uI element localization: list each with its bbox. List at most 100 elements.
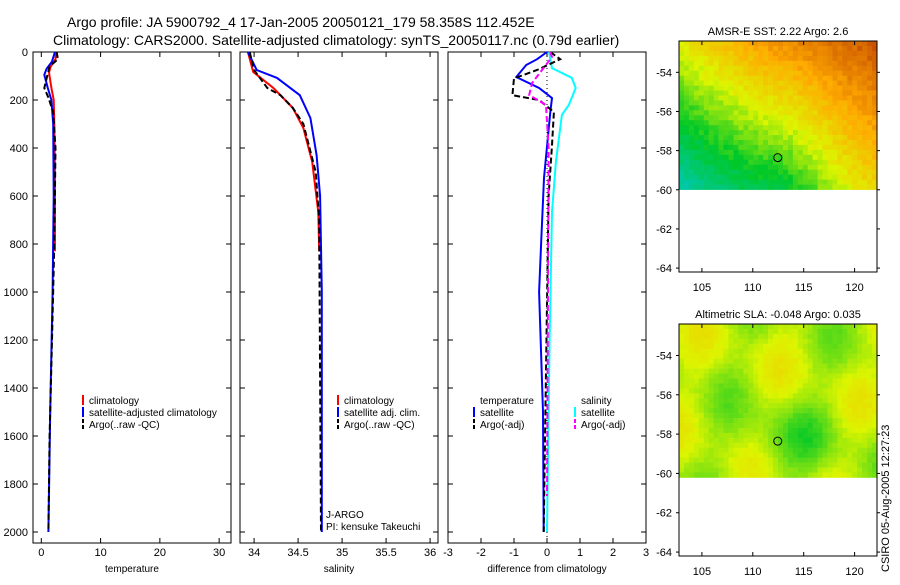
- heatmap-cell: [693, 90, 700, 96]
- x-tick-label: 105: [693, 566, 711, 578]
- heatmap-cell: [773, 159, 779, 166]
- heatmap-cell: [708, 413, 714, 419]
- heatmap-cell: [733, 338, 739, 345]
- heatmap-cell: [684, 130, 690, 136]
- heatmap-cell: [768, 144, 774, 151]
- heatmap-cell: [867, 149, 873, 156]
- heatmap-cell: [827, 120, 833, 126]
- heatmap-cell: [802, 105, 809, 111]
- heatmap-cell: [708, 125, 714, 131]
- heatmap-cell: [783, 115, 789, 121]
- heatmap-cell: [832, 383, 838, 389]
- heatmap-cell: [713, 427, 719, 434]
- heatmap-cell: [817, 110, 823, 116]
- heatmap-cell: [852, 462, 858, 468]
- heatmap-cell: [728, 154, 734, 161]
- heatmap-cell: [688, 413, 695, 419]
- heatmap-cell: [768, 447, 774, 454]
- heatmap-cell: [713, 408, 719, 414]
- heatmap-cell: [713, 120, 719, 126]
- heatmap-cell: [783, 408, 789, 414]
- heatmap-cell: [758, 85, 764, 91]
- heatmap-cell: [832, 388, 838, 394]
- x-tick-label: 0: [38, 547, 44, 559]
- heatmap-cell: [778, 50, 784, 57]
- heatmap-cell: [748, 169, 754, 175]
- heatmap-cell: [827, 100, 833, 106]
- heatmap-cell: [773, 120, 779, 126]
- heatmap-cell: [832, 149, 838, 156]
- heatmap-cell: [748, 130, 754, 136]
- heatmap-cell: [748, 472, 754, 478]
- heatmap-cell: [842, 338, 848, 345]
- heatmap-cell: [713, 353, 719, 359]
- heatmap-cell: [723, 90, 729, 96]
- heatmap-cell: [817, 179, 823, 185]
- heatmap-cell: [802, 388, 809, 394]
- heatmap-cell: [753, 169, 759, 175]
- heatmap-cell: [723, 149, 729, 156]
- heatmap-cell: [783, 413, 789, 419]
- heatmap-cell: [842, 105, 848, 111]
- heatmap-cell: [738, 368, 744, 374]
- heatmap-cell: [852, 373, 858, 379]
- heatmap-cell: [763, 467, 769, 473]
- heatmap-cell: [748, 105, 754, 111]
- heatmap-cell: [832, 358, 838, 364]
- heatmap-cell: [847, 403, 853, 409]
- heatmap-cell: [797, 130, 804, 136]
- heatmap-cell: [837, 467, 843, 473]
- heatmap-cell: [847, 169, 853, 175]
- heatmap-cell: [688, 135, 695, 141]
- heatmap-cell: [763, 50, 769, 57]
- heatmap-cell: [787, 343, 794, 350]
- heatmap-cell: [703, 135, 710, 141]
- heatmap-cell: [862, 333, 868, 340]
- heatmap-cell: [713, 393, 719, 399]
- heatmap-cell: [862, 100, 868, 106]
- heatmap-cell: [773, 457, 779, 463]
- heatmap-cell: [693, 125, 700, 131]
- heatmap-cell: [693, 164, 700, 171]
- heatmap-cell: [773, 353, 779, 359]
- heatmap-cell: [802, 120, 809, 126]
- heatmap-cell: [693, 70, 700, 76]
- heatmap-cell: [812, 46, 818, 52]
- map-frame: [678, 40, 878, 273]
- heatmap-cell: [743, 75, 749, 81]
- heatmap-cell: [713, 144, 719, 151]
- heatmap-cell: [688, 159, 695, 166]
- heatmap-cell: [743, 46, 749, 52]
- heatmap-cell: [679, 55, 685, 62]
- heatmap-cell: [718, 324, 724, 330]
- heatmap-cell: [778, 413, 784, 419]
- heatmap-cell: [748, 442, 754, 449]
- heatmap-cell: [837, 65, 843, 72]
- heatmap-cell: [783, 125, 789, 131]
- heatmap-cell: [708, 343, 714, 350]
- heatmap-cell: [738, 462, 744, 468]
- heatmap-cell: [753, 432, 759, 439]
- heatmap-cell: [832, 324, 838, 330]
- heatmap-cell: [872, 184, 878, 190]
- heatmap-cell: [827, 154, 833, 161]
- heatmap-cell: [703, 115, 710, 121]
- heatmap-cell: [718, 149, 724, 156]
- heatmap-cell: [787, 442, 794, 449]
- heatmap-cell: [743, 110, 749, 116]
- heatmap-cell: [792, 50, 799, 57]
- heatmap-cell: [867, 427, 873, 434]
- heatmap-cell: [822, 373, 828, 379]
- heatmap-cell: [684, 65, 690, 72]
- heatmap-cell: [862, 70, 868, 76]
- heatmap-cell: [758, 432, 764, 439]
- heatmap-cell: [852, 65, 858, 72]
- heatmap-cell: [837, 338, 843, 345]
- heatmap-cell: [773, 80, 779, 86]
- heatmap-cell: [718, 457, 724, 463]
- heatmap-cell: [743, 373, 749, 379]
- heatmap-cell: [778, 115, 784, 121]
- y-tick-label: 200: [10, 95, 28, 107]
- heatmap-cell: [822, 55, 828, 62]
- heatmap-cell: [703, 338, 710, 345]
